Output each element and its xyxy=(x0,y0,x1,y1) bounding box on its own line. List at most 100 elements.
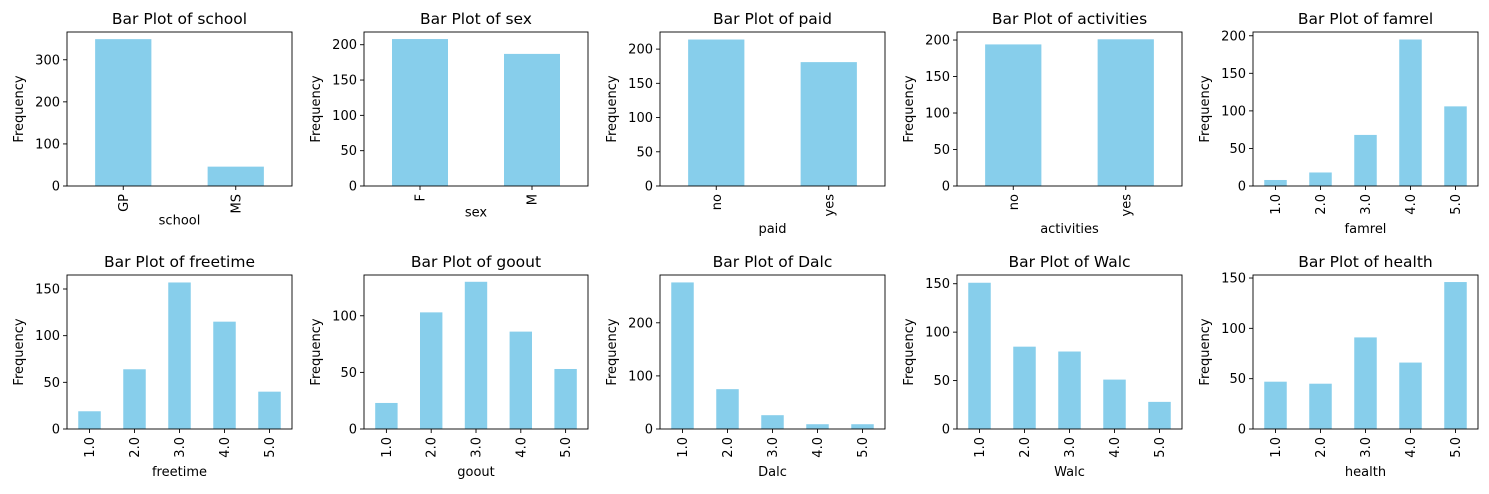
bar-2.0 xyxy=(1309,383,1332,429)
x-tick-label: 4.0 xyxy=(1404,437,1419,458)
subplot-Walc: 0 50 100 150 1.0 2.0 3.0 4.0 5.0 Walc Frequency Bar… xyxy=(902,253,1183,480)
y-tick-label: 200 xyxy=(1221,29,1246,44)
bar-no xyxy=(688,39,745,186)
y-tick-label: 100 xyxy=(628,111,653,126)
y-tick-label: 150 xyxy=(925,70,950,85)
subplot-goout: 0 50 100 1.0 2.0 3.0 4.0 5.0 goout Frequency Bar P… xyxy=(309,253,589,480)
x-tick-label: 3.0 xyxy=(766,437,781,458)
bar-4.0 xyxy=(1399,362,1422,429)
y-tick-label: 50 xyxy=(340,366,357,381)
x-tick-label: 1.0 xyxy=(380,437,395,458)
x-tick-label: 5.0 xyxy=(1449,437,1464,458)
x-axis-label: Walc xyxy=(1054,465,1085,480)
y-axis-label: Frequency xyxy=(1198,75,1213,142)
y-tick-label: 200 xyxy=(628,43,653,58)
x-axis-label: sex xyxy=(465,205,488,220)
bar-3.0 xyxy=(168,282,191,429)
bar-M xyxy=(504,53,560,187)
x-tick-label: 2.0 xyxy=(1018,437,1033,458)
subplot-Dalc: 0 100 200 1.0 2.0 3.0 4.0 5.0 Dalc Frequency Bar P… xyxy=(605,253,886,480)
y-tick-label: 100 xyxy=(332,309,357,324)
chart-title: Bar Plot of Walc xyxy=(1008,253,1130,271)
bar-GP xyxy=(95,39,152,187)
bar-1.0 xyxy=(375,402,398,429)
x-tick-label: 3.0 xyxy=(1359,194,1374,215)
x-axis-label: Dalc xyxy=(758,465,787,480)
chart-title: Bar Plot of sex xyxy=(420,10,532,28)
x-axis-label: activities xyxy=(1040,222,1099,237)
x-tick-label: 4.0 xyxy=(514,437,529,458)
bar-5.0 xyxy=(1444,106,1467,186)
x-tick-label: 2.0 xyxy=(721,437,736,458)
bar-2.0 xyxy=(420,312,443,429)
x-tick-label: 3.0 xyxy=(470,437,485,458)
x-tick-label: 2.0 xyxy=(1314,437,1329,458)
x-tick-label: M xyxy=(526,194,541,205)
y-tick-label: 100 xyxy=(35,329,60,344)
x-tick-label: 2.0 xyxy=(425,437,440,458)
bar-2.0 xyxy=(123,369,146,429)
x-tick-label: GP xyxy=(117,194,132,212)
bar-1.0 xyxy=(671,282,694,429)
y-tick-label: 50 xyxy=(1229,142,1246,157)
y-tick-label: 0 xyxy=(645,423,653,438)
x-tick-label: 5.0 xyxy=(1449,194,1464,215)
x-tick-label: 3.0 xyxy=(1359,437,1374,458)
y-tick-label: 150 xyxy=(35,283,60,298)
y-tick-label: 100 xyxy=(925,107,950,122)
x-tick-label: 4.0 xyxy=(1108,437,1123,458)
chart-title: Bar Plot of paid xyxy=(713,10,832,28)
y-tick-label: 100 xyxy=(35,137,60,152)
x-axis-label: goout xyxy=(457,465,495,480)
bar-5.0 xyxy=(258,391,281,429)
x-tick-label: 5.0 xyxy=(263,437,278,458)
y-tick-label: 50 xyxy=(43,376,60,391)
bar-yes xyxy=(800,62,857,187)
bar-4.0 xyxy=(1399,39,1422,187)
y-tick-label: 200 xyxy=(35,95,60,110)
bar-yes xyxy=(1097,39,1154,186)
axes-frame xyxy=(659,31,886,187)
subplot-school: 0 100 200 300 GP MS school Frequency Bar Plot of… xyxy=(12,10,293,229)
bar-4.0 xyxy=(1103,379,1126,429)
y-tick-label: 50 xyxy=(933,143,950,158)
y-tick-label: 200 xyxy=(332,38,357,53)
y-axis-label: Frequency xyxy=(605,318,620,385)
y-tick-label: 150 xyxy=(925,277,950,292)
y-tick-label: 100 xyxy=(332,109,357,124)
bar-3.0 xyxy=(464,281,488,429)
x-tick-label: 2.0 xyxy=(1314,194,1329,215)
bar-5.0 xyxy=(851,424,874,429)
x-tick-label: 4.0 xyxy=(811,437,826,458)
y-tick-label: 100 xyxy=(628,369,653,384)
y-tick-label: 0 xyxy=(1238,180,1246,195)
subplot-health: 0 50 100 150 1.0 2.0 3.0 4.0 5.0 health Frequency B… xyxy=(1198,253,1479,480)
bar-1.0 xyxy=(1264,381,1287,429)
y-tick-label: 150 xyxy=(332,74,357,89)
y-tick-label: 50 xyxy=(636,145,653,160)
y-tick-label: 50 xyxy=(1229,372,1246,387)
chart-title: Bar Plot of school xyxy=(112,10,247,28)
y-tick-label: 100 xyxy=(1221,104,1246,119)
bar-3.0 xyxy=(1354,337,1377,429)
bar-1.0 xyxy=(1264,179,1287,186)
x-axis-label: health xyxy=(1345,465,1386,480)
y-tick-label: 50 xyxy=(933,374,950,389)
x-tick-label: 3.0 xyxy=(1063,437,1078,458)
x-tick-label: yes xyxy=(822,194,837,217)
x-tick-label: 1.0 xyxy=(676,437,691,458)
x-tick-label: 5.0 xyxy=(1153,437,1168,458)
axes-frame xyxy=(66,31,293,187)
x-tick-label: 5.0 xyxy=(559,437,574,458)
bar-3.0 xyxy=(761,415,784,429)
bar-5.0 xyxy=(554,368,577,429)
x-tick-label: 1.0 xyxy=(1269,194,1284,215)
x-tick-label: 2.0 xyxy=(128,437,143,458)
bar-3.0 xyxy=(1354,134,1377,186)
y-tick-label: 0 xyxy=(349,423,357,438)
bar-F xyxy=(392,39,448,187)
y-tick-label: 100 xyxy=(925,326,950,341)
x-tick-label: F xyxy=(414,194,429,201)
